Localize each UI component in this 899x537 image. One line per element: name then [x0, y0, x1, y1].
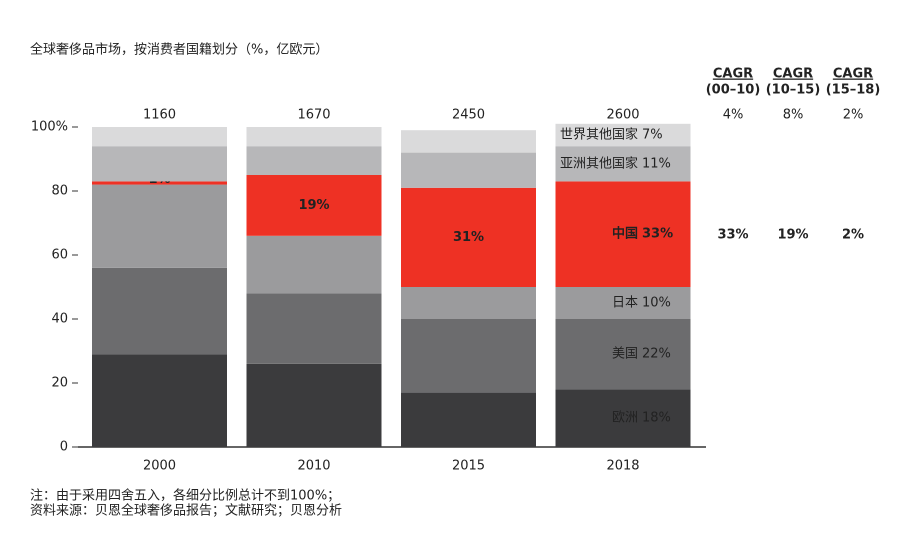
x-tick-label: 2010	[297, 459, 330, 474]
bar-segment	[92, 267, 227, 355]
cagr-value: 8%	[783, 108, 804, 123]
cagr-period: (00–10)	[706, 83, 761, 98]
value-label: 11%	[642, 156, 671, 171]
cagr-value: 4%	[723, 108, 744, 123]
bar-segment	[555, 123, 691, 147]
bar-segment	[246, 175, 382, 236]
segment-name: 日本	[612, 296, 638, 311]
bar-segment	[246, 127, 382, 147]
bar-segment	[555, 389, 691, 447]
chart-title: 全球奢侈品市场，按消费者国籍划分（%，亿欧元）	[30, 42, 328, 58]
segment-name: 中国	[612, 226, 638, 242]
bar-segment	[555, 146, 691, 182]
bar-segment	[92, 184, 227, 268]
y-tick-label: 40	[51, 312, 68, 327]
bar-segment	[555, 181, 691, 287]
cagr-period: (10–15)	[766, 83, 821, 98]
value-label: 7%	[642, 128, 663, 143]
bar-segment	[555, 287, 691, 319]
bar-segment	[92, 181, 227, 185]
segment-name: 欧洲	[612, 411, 638, 426]
segment-name: 亚洲其他国家	[560, 155, 638, 171]
bar-segment	[401, 152, 536, 188]
total-label: 1670	[297, 108, 330, 123]
cagr-value: 2%	[842, 228, 864, 243]
cagr-period: (15–18)	[826, 83, 881, 98]
value-label: 19%	[298, 198, 329, 213]
bar-segment	[246, 293, 382, 364]
bar-segment	[401, 287, 536, 319]
bar-segment	[401, 187, 536, 287]
segment-name: 世界其他国家	[560, 127, 638, 143]
bar-segment	[401, 130, 536, 153]
bar-segment	[92, 354, 227, 447]
x-tick-label: 2000	[143, 459, 176, 474]
total-label: 2450	[452, 108, 485, 123]
cagr-value: 19%	[777, 228, 808, 243]
x-tick-label: 2015	[452, 459, 485, 474]
y-tick-label: 20	[51, 376, 68, 391]
value-label: 10%	[642, 296, 671, 311]
y-tick-label: 0	[60, 440, 68, 455]
y-tick-label: 60	[51, 248, 68, 263]
cagr-title: CAGR	[713, 67, 753, 82]
bar-segment	[401, 392, 536, 447]
bar-segment	[246, 363, 382, 447]
bar-segment	[246, 146, 382, 175]
cagr-value: 33%	[717, 228, 748, 243]
total-label: 2600	[606, 108, 639, 123]
bar-segment	[555, 319, 691, 390]
cagr-title: CAGR	[773, 67, 813, 82]
total-label: 1160	[143, 108, 176, 123]
note: 注：由于采用四舍五入，各细分比例总计不到100%；	[30, 488, 340, 504]
y-tick-label: 100%	[31, 120, 68, 135]
bar-segment	[92, 127, 227, 147]
value-label: 22%	[642, 347, 671, 362]
segment-name: 美国	[612, 347, 638, 362]
y-tick-label: 80	[51, 184, 68, 199]
cagr-title: CAGR	[833, 67, 873, 82]
value-label: 33%	[642, 227, 673, 242]
x-tick-label: 2018	[606, 459, 639, 474]
bar-segment	[246, 235, 382, 294]
bar-segment	[401, 319, 536, 393]
cagr-value: 2%	[843, 108, 864, 123]
value-label: 31%	[453, 230, 484, 245]
value-label: 18%	[642, 411, 671, 426]
bar-segment	[92, 146, 227, 182]
note: 资料来源：贝恩全球奢侈品报告；文献研究；贝恩分析	[30, 503, 342, 519]
